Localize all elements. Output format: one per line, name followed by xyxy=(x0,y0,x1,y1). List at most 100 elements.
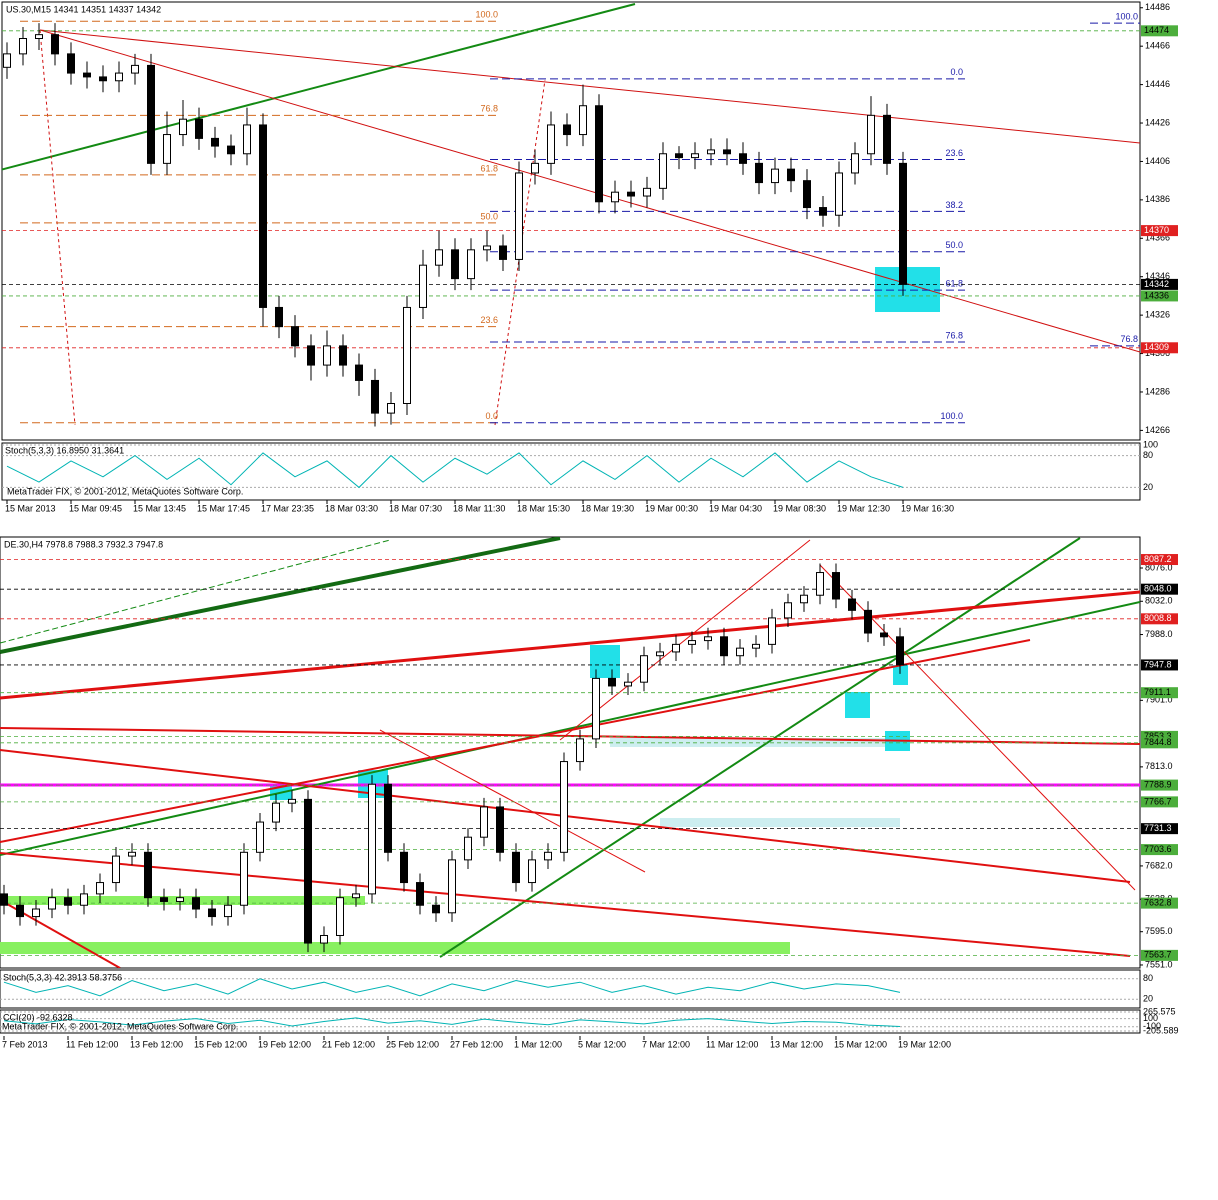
candle-body xyxy=(848,598,856,611)
x-tick-label: 7 Feb 2013 xyxy=(2,1039,48,1049)
candle-body xyxy=(720,636,728,657)
candle-body xyxy=(19,38,27,55)
candle-body xyxy=(563,124,571,136)
candle-body xyxy=(240,851,248,906)
candle-body xyxy=(400,851,408,884)
candle-body xyxy=(547,124,555,164)
indicator-tick-label: 265.575 xyxy=(1143,1006,1176,1016)
candle-body xyxy=(483,245,491,251)
price-tag-label: 8008.8 xyxy=(1144,613,1172,623)
indicator-label: CCI(20) -92.6328 xyxy=(3,1012,73,1022)
fib-label: 76.8 xyxy=(480,104,498,114)
candle-body xyxy=(611,191,619,203)
price-tag xyxy=(1141,278,1178,290)
x-tick-label: 17 Mar 23:35 xyxy=(261,503,314,513)
candle-body xyxy=(176,897,184,902)
candle-body xyxy=(896,636,904,666)
fib-label: 23.6 xyxy=(480,315,498,325)
price-tag-label: 7853.3 xyxy=(1144,731,1172,741)
trendline xyxy=(0,590,1140,700)
candle-body xyxy=(128,851,136,857)
x-tick-label: 19 Mar 04:30 xyxy=(709,503,762,513)
highlight-zone xyxy=(660,818,900,827)
top-drawings xyxy=(2,3,1140,426)
candle-body xyxy=(608,677,616,687)
candle-body xyxy=(512,851,520,884)
candle-body xyxy=(432,904,440,914)
candle-body xyxy=(800,594,808,604)
price-tag-label: 7947.8 xyxy=(1144,659,1172,669)
candle-body xyxy=(403,306,411,404)
candle-body xyxy=(560,761,568,853)
indicator-label: Stoch(5,3,3) 42.3913 58.3756 xyxy=(3,972,122,982)
fib-label: 0.0 xyxy=(950,67,963,77)
trendline xyxy=(379,729,646,873)
x-tick-label: 11 Mar 12:00 xyxy=(706,1039,758,1049)
price-tag xyxy=(1141,737,1178,749)
trendline xyxy=(39,29,1140,353)
candle-body xyxy=(835,172,843,216)
x-tick-label: 19 Mar 08:30 xyxy=(773,503,826,513)
y-tick-label: 7551.0 xyxy=(1145,959,1173,969)
candle-body xyxy=(339,345,347,366)
candle-body xyxy=(528,859,536,884)
candle-body xyxy=(755,162,763,184)
price-tag xyxy=(1141,796,1178,808)
price-tag-label: 7632.8 xyxy=(1144,897,1172,907)
y-tick-label: 14286 xyxy=(1145,386,1170,396)
candle-body xyxy=(131,64,139,74)
trendline xyxy=(0,852,1131,957)
candle-body xyxy=(640,655,648,683)
candle-body xyxy=(499,245,507,260)
candle-body xyxy=(208,908,216,918)
candle-body xyxy=(195,118,203,139)
y-tick-label: 14266 xyxy=(1145,425,1170,435)
candle-body xyxy=(384,783,392,853)
candle-body xyxy=(179,118,187,136)
candle-body xyxy=(819,207,827,216)
price-tag-label: 7703.6 xyxy=(1144,844,1172,854)
candle-body xyxy=(0,893,8,906)
x-tick-label: 18 Mar 07:30 xyxy=(389,503,442,513)
x-tick-label: 19 Feb 12:00 xyxy=(258,1039,311,1049)
candle-body xyxy=(291,326,299,347)
candle-body xyxy=(147,64,155,164)
x-tick-label: 18 Mar 11:30 xyxy=(453,503,505,513)
price-tag xyxy=(1141,613,1178,625)
price-tag-label: 7788.9 xyxy=(1144,779,1172,789)
y-tick-label: 14446 xyxy=(1145,79,1170,89)
candle-body xyxy=(579,105,587,136)
price-tag-label: 7766.7 xyxy=(1144,796,1172,806)
price-tag xyxy=(1141,554,1178,566)
candle-body xyxy=(688,640,696,645)
copyright: MetaTrader FIX, © 2001-2012, MetaQuotes … xyxy=(7,486,243,496)
price-tag-label: 14336 xyxy=(1144,290,1169,300)
highlight-zone xyxy=(893,665,908,685)
price-tag-label: 14342 xyxy=(1144,279,1169,289)
indicator-tick-label: 20 xyxy=(1143,994,1153,1004)
highlight-zone xyxy=(590,645,620,678)
panel-frame xyxy=(1,442,1141,501)
indicator-tick-label: 100 xyxy=(1143,439,1158,449)
candle-body xyxy=(480,806,488,838)
x-tick-label: 25 Feb 12:00 xyxy=(386,1039,439,1049)
price-tag-label: 7731.3 xyxy=(1144,823,1172,833)
candle-body xyxy=(275,306,283,328)
fib-label: 23.6 xyxy=(945,148,963,158)
candle-body xyxy=(451,249,459,280)
x-tick-label: 5 Mar 12:00 xyxy=(578,1039,626,1049)
price-tag-label: 14370 xyxy=(1144,225,1169,235)
indicator-tick-label: 80 xyxy=(1143,973,1153,983)
candle-body xyxy=(163,134,171,164)
trendline xyxy=(0,639,1031,843)
x-tick-label: 15 Mar 09:45 xyxy=(69,503,122,513)
candle-body xyxy=(659,153,667,189)
x-tick-label: 1 Mar 12:00 xyxy=(514,1039,562,1049)
price-tag xyxy=(1141,687,1178,699)
y-tick-label: 14406 xyxy=(1145,156,1170,166)
candle-body xyxy=(739,153,747,164)
candle-body xyxy=(256,821,264,853)
candle-body xyxy=(83,72,91,78)
y-tick-label: 7901.0 xyxy=(1145,695,1173,705)
